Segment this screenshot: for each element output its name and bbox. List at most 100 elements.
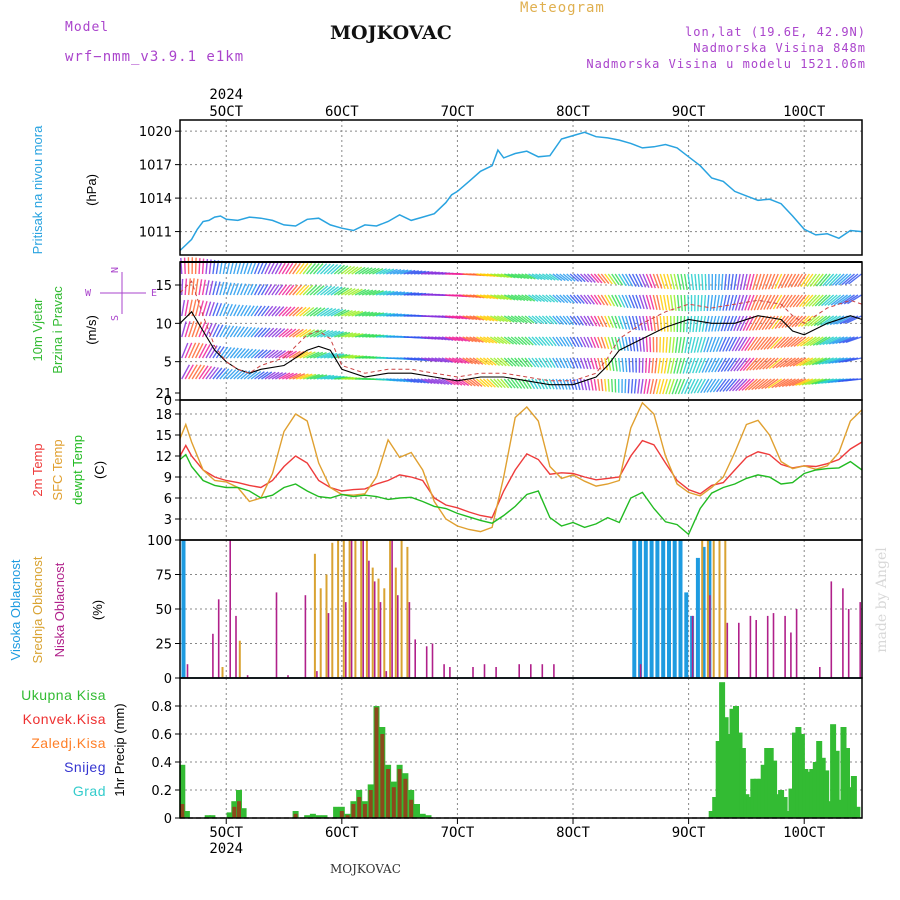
wind-barb bbox=[625, 273, 634, 287]
wind-barb bbox=[755, 357, 769, 371]
wind-barb bbox=[260, 283, 269, 296]
cloud-bar bbox=[360, 540, 363, 678]
wind-barb bbox=[752, 273, 759, 291]
wind-barb bbox=[538, 315, 548, 325]
wind-barb bbox=[812, 273, 824, 287]
precip-total-bar bbox=[774, 794, 781, 818]
x-tick-label-bottom: 7OCT bbox=[441, 825, 475, 841]
wind-barb bbox=[441, 378, 453, 386]
wind-barb bbox=[347, 332, 361, 338]
wind-barb bbox=[500, 378, 510, 389]
cloud-bar bbox=[766, 615, 769, 678]
precip-total-bar bbox=[816, 741, 823, 818]
wind-barb bbox=[767, 273, 776, 290]
wind-barb bbox=[674, 336, 679, 353]
wind-barb bbox=[257, 349, 268, 359]
wind-barb bbox=[814, 378, 831, 385]
ylabel-pressure-unit: (hPa) bbox=[84, 174, 99, 206]
wind-barb bbox=[555, 273, 566, 282]
wind-barb bbox=[692, 315, 696, 333]
wind-barb bbox=[604, 336, 610, 350]
cloud-bar bbox=[325, 574, 328, 678]
cloud-bar bbox=[229, 540, 231, 678]
wind-barb bbox=[695, 315, 700, 333]
wind-barb bbox=[665, 378, 672, 395]
wind-barb bbox=[299, 373, 313, 380]
wind-barb bbox=[809, 336, 824, 347]
wind-barb bbox=[628, 315, 634, 330]
wind-barb bbox=[771, 315, 783, 330]
wind-barb bbox=[486, 378, 496, 388]
wind-barb bbox=[635, 294, 642, 309]
cloud-bar bbox=[701, 546, 706, 678]
wind-barb bbox=[586, 315, 594, 327]
wind-barb bbox=[386, 268, 398, 275]
wind-barb bbox=[845, 378, 862, 382]
precip-total-bar bbox=[726, 734, 733, 818]
wind-barb bbox=[188, 364, 198, 380]
precip-conv-bar bbox=[232, 806, 237, 818]
cloud-bar bbox=[755, 620, 757, 678]
wind-barb bbox=[768, 357, 783, 370]
wind-barb bbox=[788, 378, 803, 387]
wind-barb bbox=[761, 273, 769, 290]
wind-barb bbox=[673, 273, 679, 290]
wind-barb bbox=[268, 371, 280, 380]
wind-barb bbox=[382, 290, 395, 296]
precip-total-bar bbox=[708, 811, 715, 818]
wind-barb bbox=[344, 354, 357, 359]
wind-barb bbox=[552, 357, 559, 369]
wind-barb bbox=[521, 273, 533, 280]
wind-barb bbox=[320, 374, 335, 380]
wind-barb bbox=[292, 284, 302, 296]
wind-barb bbox=[834, 357, 852, 364]
wind-barb bbox=[662, 336, 665, 353]
wind-barb bbox=[326, 286, 340, 296]
year-label-top: 2024 bbox=[209, 87, 243, 103]
wind-barb bbox=[375, 268, 388, 275]
precip-total-bar bbox=[712, 797, 719, 818]
wind-barb bbox=[767, 378, 783, 389]
wind-barb bbox=[734, 294, 741, 311]
x-tick-label-bottom: 6OCT bbox=[325, 825, 359, 841]
wind-barb bbox=[538, 273, 550, 281]
wind-barb bbox=[288, 284, 299, 296]
wind-barb bbox=[618, 294, 626, 308]
wind-barb bbox=[226, 325, 235, 338]
cloud-bar bbox=[371, 567, 374, 678]
wind-barb bbox=[717, 357, 727, 373]
precip-conv-bar bbox=[391, 787, 396, 818]
wind-barb bbox=[510, 315, 522, 323]
wind-barb bbox=[285, 350, 297, 359]
wind-barb bbox=[215, 324, 224, 338]
wind-barb bbox=[288, 328, 301, 338]
wind-barb bbox=[462, 315, 474, 320]
wind-barb bbox=[420, 271, 433, 275]
wind-barb bbox=[818, 357, 834, 365]
wind-barb bbox=[479, 378, 490, 388]
cloud-bar bbox=[684, 592, 689, 678]
wind-barb bbox=[274, 328, 286, 338]
wind-barb bbox=[496, 357, 507, 367]
wind-barb bbox=[552, 294, 562, 303]
wind-barb bbox=[555, 315, 565, 325]
cloud-bar bbox=[368, 560, 370, 678]
legend-precip-2: Zaledj.Kisa bbox=[31, 735, 106, 751]
wind-barb bbox=[365, 311, 378, 317]
cloud-bar bbox=[495, 667, 497, 678]
wind-barb bbox=[670, 357, 675, 374]
wind-barb bbox=[704, 357, 713, 373]
wind-barb bbox=[424, 378, 436, 385]
temp-line-1 bbox=[179, 401, 863, 533]
wind-barb bbox=[780, 336, 793, 349]
wind-barb bbox=[476, 336, 488, 344]
wind-barb bbox=[806, 273, 817, 287]
cloud-bar bbox=[385, 671, 388, 678]
wind-barb bbox=[361, 267, 373, 275]
wind-barb bbox=[504, 273, 516, 279]
wind-barb bbox=[693, 378, 703, 394]
wind-barb bbox=[541, 336, 551, 347]
wind-barb bbox=[663, 273, 669, 290]
precip-total-bar bbox=[425, 815, 432, 818]
wind-barb bbox=[309, 329, 323, 338]
